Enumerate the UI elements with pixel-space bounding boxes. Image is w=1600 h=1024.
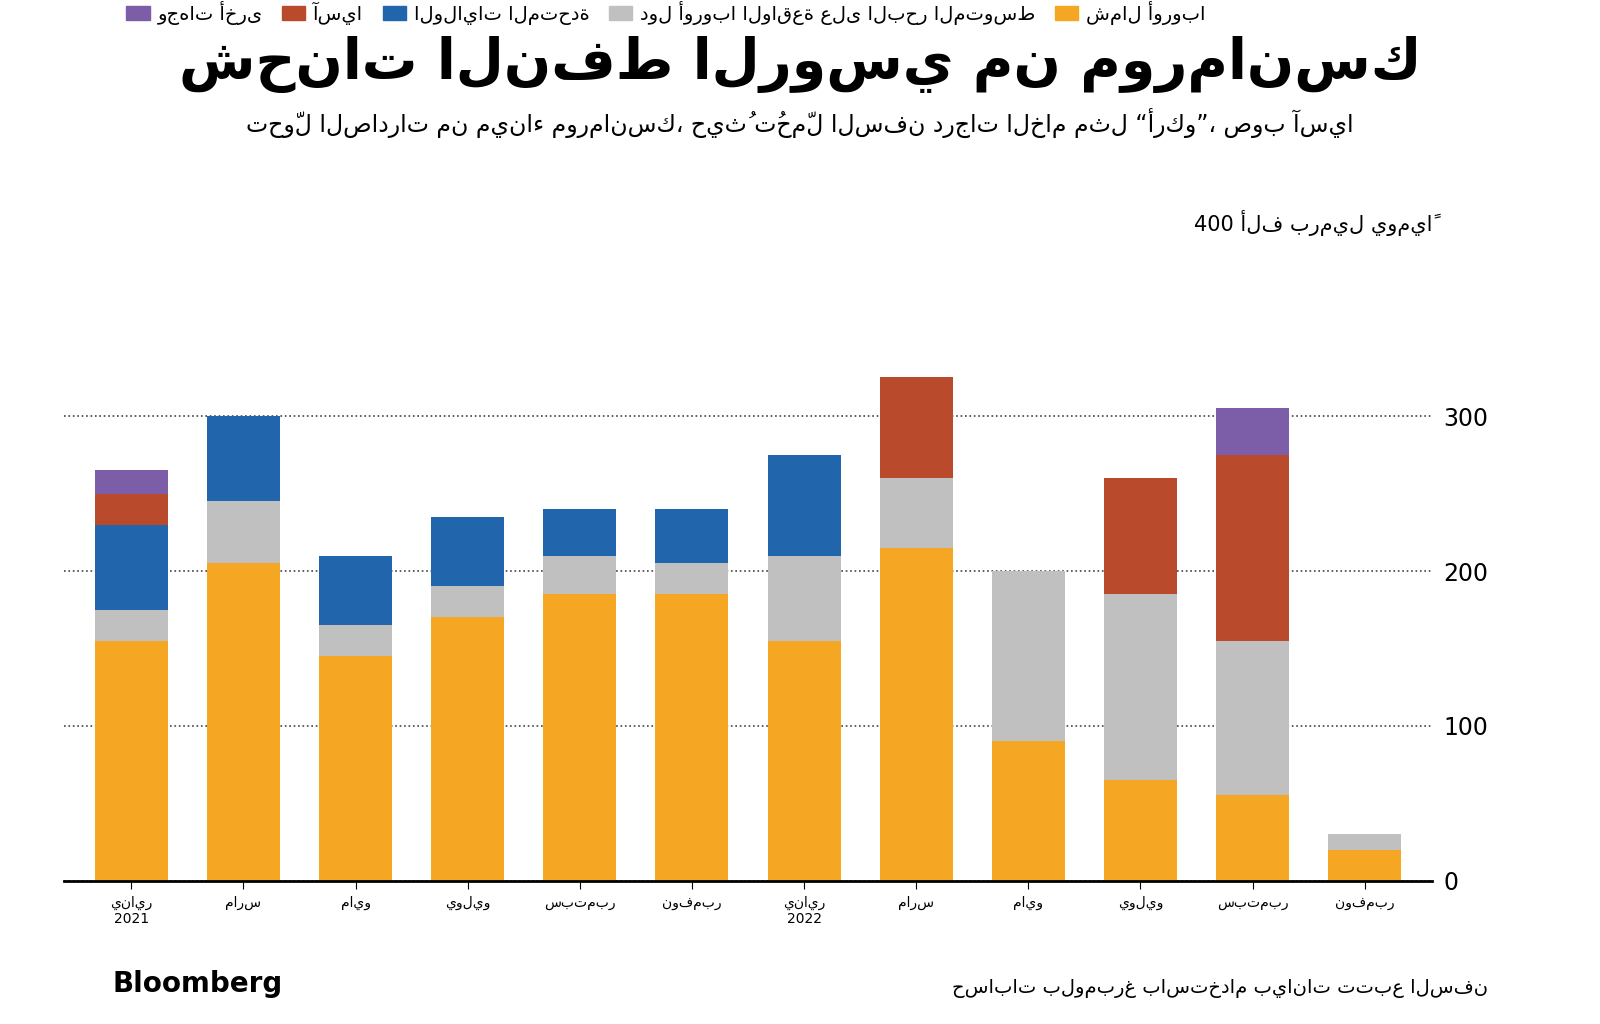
Bar [768, 455, 840, 555]
Text: تحوّل الصادرات من ميناء مورمانسك، حيثُ تُحمّل السفن درجات الخام مثل “أركو”، صوب : تحوّل الصادرات من ميناء مورمانسك، حيثُ ت… [246, 108, 1354, 137]
Bar [1216, 641, 1290, 796]
Bar [992, 741, 1064, 881]
Text: حسابات بلومبرغ باستخدام بيانات تتبع السفن: حسابات بلومبرغ باستخدام بيانات تتبع السف… [952, 979, 1488, 998]
Text: شحنات النفط الروسي من مورمانسك: شحنات النفط الروسي من مورمانسك [179, 36, 1421, 93]
Bar [94, 494, 168, 524]
Bar [206, 416, 280, 502]
Bar [544, 594, 616, 881]
Bar [94, 609, 168, 641]
Bar [1104, 594, 1178, 780]
Bar [1328, 850, 1402, 881]
Bar [768, 555, 840, 641]
Legend: وجهات أخرى, آسيا, الولايات المتحدة, دول أوروبا الواقعة على البحر المتوسط, شمال أ: وجهات أخرى, آسيا, الولايات المتحدة, دول … [118, 0, 1213, 33]
Bar [656, 509, 728, 563]
Bar [880, 378, 952, 478]
Bar [1328, 835, 1402, 850]
Bar [656, 594, 728, 881]
Bar [1104, 478, 1178, 594]
Bar [432, 517, 504, 587]
Bar [1216, 409, 1290, 455]
Text: Bloomberg: Bloomberg [112, 971, 282, 998]
Bar [1104, 780, 1178, 881]
Text: 400 ألف برميل يومياً: 400 ألف برميل يومياً [1194, 210, 1432, 236]
Bar [432, 587, 504, 617]
Bar [656, 563, 728, 594]
Bar [1216, 796, 1290, 881]
Bar [544, 555, 616, 594]
Bar [94, 524, 168, 609]
Bar [206, 502, 280, 563]
Bar [1216, 455, 1290, 641]
Bar [880, 478, 952, 548]
Bar [768, 641, 840, 881]
Bar [94, 641, 168, 881]
Bar [318, 626, 392, 656]
Bar [94, 470, 168, 494]
Bar [880, 548, 952, 881]
Bar [544, 509, 616, 555]
Bar [432, 617, 504, 881]
Bar [318, 555, 392, 626]
Bar [206, 563, 280, 881]
Bar [318, 656, 392, 881]
Bar [992, 571, 1064, 741]
